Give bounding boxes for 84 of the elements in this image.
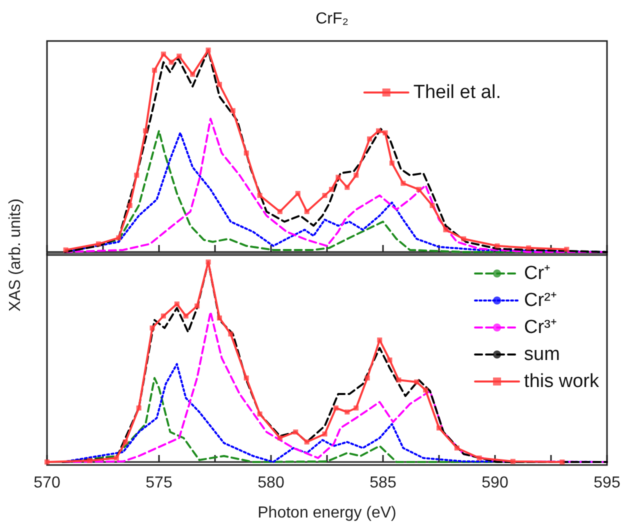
point — [206, 48, 211, 53]
point — [134, 172, 140, 178]
x-tick-label: 580 — [258, 474, 284, 492]
point — [423, 388, 428, 392]
point — [228, 332, 234, 336]
point — [389, 160, 394, 166]
point — [377, 338, 382, 342]
point — [87, 458, 92, 464]
point — [564, 246, 570, 252]
point — [336, 174, 341, 180]
point — [322, 192, 328, 198]
y-axis-title: XAS (arb. units) — [7, 198, 25, 312]
point — [430, 203, 435, 208]
point — [396, 378, 402, 382]
point — [414, 380, 420, 384]
point — [454, 446, 460, 450]
point — [376, 128, 382, 134]
point — [44, 460, 50, 464]
point — [293, 430, 298, 434]
x-axis-title: Photon energy (eV) — [258, 504, 396, 522]
x-tick-label: 575 — [146, 474, 172, 492]
point — [322, 432, 328, 436]
point — [295, 190, 300, 196]
point — [494, 243, 500, 248]
point — [461, 236, 466, 242]
point — [160, 314, 166, 318]
point — [344, 410, 350, 414]
point — [354, 172, 359, 178]
point — [194, 304, 200, 308]
point — [150, 326, 155, 330]
point — [190, 72, 196, 77]
point — [304, 440, 310, 444]
point — [416, 186, 422, 192]
point — [136, 406, 142, 410]
chart-title: CrF₂ — [316, 10, 348, 28]
x-tick-label: 595 — [594, 474, 620, 492]
point — [476, 456, 482, 460]
point — [344, 184, 350, 190]
point — [443, 227, 448, 232]
legend-label: sum — [524, 344, 560, 365]
point — [304, 209, 310, 214]
point — [152, 68, 158, 73]
legend-label: Cr³⁺ — [524, 317, 556, 338]
point — [127, 203, 132, 208]
point — [174, 302, 180, 306]
point — [257, 412, 262, 416]
point — [382, 130, 388, 136]
legend-label: Cr²⁺ — [524, 290, 556, 311]
point — [206, 260, 211, 264]
point — [277, 436, 282, 440]
point — [143, 128, 148, 134]
point — [400, 180, 406, 186]
point — [354, 406, 359, 410]
point — [230, 108, 236, 114]
point — [116, 235, 122, 240]
point — [244, 376, 249, 380]
point — [63, 247, 68, 252]
point — [122, 440, 128, 444]
point — [277, 209, 282, 214]
point — [333, 406, 338, 410]
point — [526, 245, 532, 250]
point — [114, 456, 119, 460]
point — [216, 316, 222, 320]
x-tick-label: 585 — [370, 474, 396, 492]
point — [160, 52, 166, 57]
point — [216, 82, 222, 87]
point — [176, 54, 182, 59]
point — [244, 150, 249, 156]
point — [257, 192, 262, 198]
point — [168, 60, 174, 65]
legend-label: Cr⁺ — [524, 263, 550, 284]
x-tick-label: 570 — [34, 474, 60, 492]
point — [560, 460, 565, 464]
point — [183, 314, 188, 318]
point — [364, 376, 370, 380]
point — [328, 186, 334, 192]
point — [510, 458, 516, 464]
point — [96, 241, 102, 246]
x-tick-label: 590 — [482, 474, 508, 492]
legend-label: this work — [524, 371, 600, 392]
point — [367, 136, 372, 142]
legend-label: Theil et al. — [413, 82, 502, 103]
point — [387, 358, 392, 362]
point — [436, 426, 442, 430]
